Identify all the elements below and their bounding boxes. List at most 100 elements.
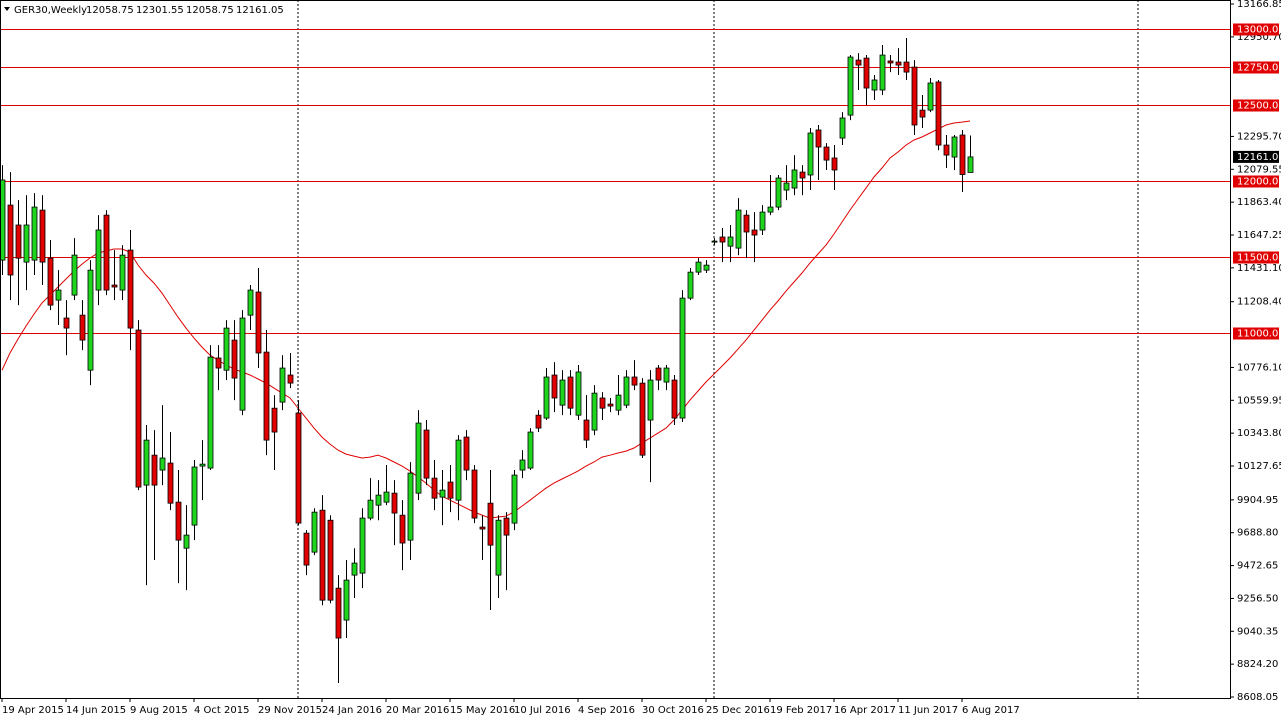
candle-body [207, 356, 214, 469]
candle-body [639, 382, 646, 456]
candle-body [879, 54, 886, 91]
candle-body [47, 257, 54, 306]
y-tick-label: 10127.65 [1237, 461, 1281, 472]
candle-body [471, 469, 478, 519]
level-label: 11500.00 [1237, 253, 1281, 264]
candle-body [767, 206, 774, 213]
candle-body [503, 517, 510, 536]
x-tick-label: 24 Jan 2016 [322, 705, 382, 716]
x-tick-label: 14 Jun 2015 [66, 705, 126, 716]
candle-body [15, 224, 22, 259]
candle-body [943, 144, 950, 156]
candle-body [799, 171, 806, 179]
candle-body [399, 514, 406, 544]
menu-arrow[interactable] [4, 7, 10, 11]
header-open: 12058.75 [86, 5, 134, 16]
candle-body [559, 379, 566, 406]
candle-body [215, 357, 222, 369]
candle-body [415, 422, 422, 494]
level-label-box [1233, 175, 1279, 188]
candle-body [319, 509, 326, 601]
y-tick-label: 9472.65 [1237, 561, 1278, 572]
x-tick-label: 15 May 2016 [450, 705, 515, 716]
candle-body [775, 177, 782, 208]
candle-body [583, 419, 590, 441]
candle-body [615, 394, 622, 411]
candle-body [655, 367, 662, 381]
x-tick-label: 4 Sep 2016 [578, 705, 635, 716]
x-tick-label: 9 Aug 2015 [130, 705, 188, 716]
y-tick-label: 10776.10 [1237, 362, 1281, 373]
candle-body [0, 179, 6, 261]
candle-body [175, 501, 182, 541]
candle-body [103, 214, 110, 291]
candle-body [271, 407, 278, 433]
candle-body [151, 454, 158, 486]
candle-body [863, 57, 870, 89]
candle-body [39, 209, 46, 263]
candle-body [623, 376, 630, 406]
candle-body [631, 376, 638, 386]
candle-body [7, 204, 14, 276]
candle-body [55, 289, 62, 301]
candle-body [783, 182, 790, 191]
candle-body [791, 169, 798, 189]
candle-body [127, 249, 134, 329]
candle-body [159, 457, 166, 471]
candle-body [495, 519, 502, 576]
level-label-box [1233, 23, 1279, 36]
candle-body [743, 214, 750, 233]
x-tick-label: 25 Dec 2016 [706, 705, 770, 716]
candle-body [335, 587, 342, 639]
candle-body [591, 392, 598, 431]
candle-body [935, 81, 942, 146]
candle-body [231, 339, 238, 379]
candle-body [183, 534, 190, 549]
candle-body [855, 59, 862, 66]
candle-body [375, 494, 382, 506]
y-tick-label: 12079.55 [1237, 164, 1281, 175]
candle-body [143, 439, 150, 486]
candle-body [759, 211, 766, 231]
candle-body [567, 376, 574, 409]
candle-body [703, 264, 710, 271]
x-tick-label: 19 Apr 2015 [2, 705, 64, 716]
x-tick-label: 11 Jun 2017 [898, 705, 958, 716]
candle-body [63, 317, 70, 329]
candle-body [919, 109, 926, 118]
candle-body [263, 351, 270, 441]
x-tick-label: 4 Oct 2015 [194, 705, 249, 716]
candle-body [831, 157, 838, 171]
candle-body [343, 579, 350, 621]
candle-body [239, 317, 246, 411]
level-label: 12750.00 [1237, 63, 1281, 74]
candle-body [487, 502, 494, 546]
candle-body [903, 61, 910, 73]
x-tick-label: 29 Nov 2015 [258, 705, 322, 716]
candle-body [599, 397, 606, 409]
candle-body [575, 371, 582, 416]
level-label-box [1233, 99, 1279, 112]
level-label: 12500.00 [1237, 101, 1281, 112]
candle-body [847, 56, 854, 116]
candle-body [247, 289, 254, 316]
current-price: 12161.05 [1237, 152, 1281, 163]
candle-body [191, 466, 198, 526]
candle-body [839, 117, 846, 139]
candle-body [79, 314, 86, 341]
candle-body [927, 82, 934, 111]
x-tick-label: 10 Jul 2016 [514, 705, 571, 716]
candle-body [279, 367, 286, 403]
candle-body [223, 327, 230, 371]
candle-body [95, 229, 102, 291]
moving-average [1, 120, 971, 519]
candle-body [543, 376, 550, 419]
current-price-box [1233, 150, 1279, 163]
x-tick-label: 19 Feb 2017 [770, 705, 832, 716]
candle-body [287, 374, 294, 384]
candle-body [887, 60, 894, 64]
candle-body [695, 261, 702, 273]
candle-body [751, 229, 758, 236]
y-tick-label: 12295.70 [1237, 131, 1281, 142]
